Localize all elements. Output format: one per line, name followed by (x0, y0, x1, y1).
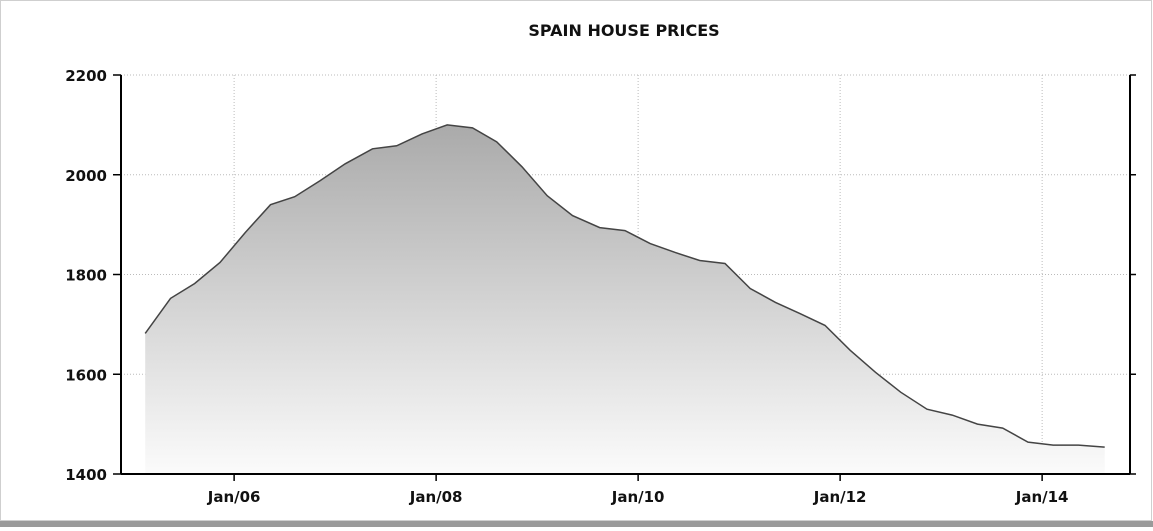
bottom-bar (0, 521, 1153, 527)
y-tick-label: 1600 (65, 366, 107, 384)
y-tick-label: 1400 (65, 466, 107, 484)
y-tick-label: 2000 (65, 167, 107, 185)
x-tick-label: Jan/08 (409, 488, 463, 506)
area (145, 124, 1105, 475)
y-tick-label: 1800 (65, 267, 107, 285)
x-tick-label: Jan/10 (611, 488, 665, 506)
x-tick-label: Jan/14 (1015, 488, 1069, 506)
chart-title: SPAIN HOUSE PRICES (528, 21, 719, 40)
x-tick-label: Jan/06 (207, 488, 261, 506)
y-tick-label: 2200 (65, 67, 107, 85)
line (144, 124, 1105, 448)
x-tick-label: Jan/12 (813, 488, 867, 506)
